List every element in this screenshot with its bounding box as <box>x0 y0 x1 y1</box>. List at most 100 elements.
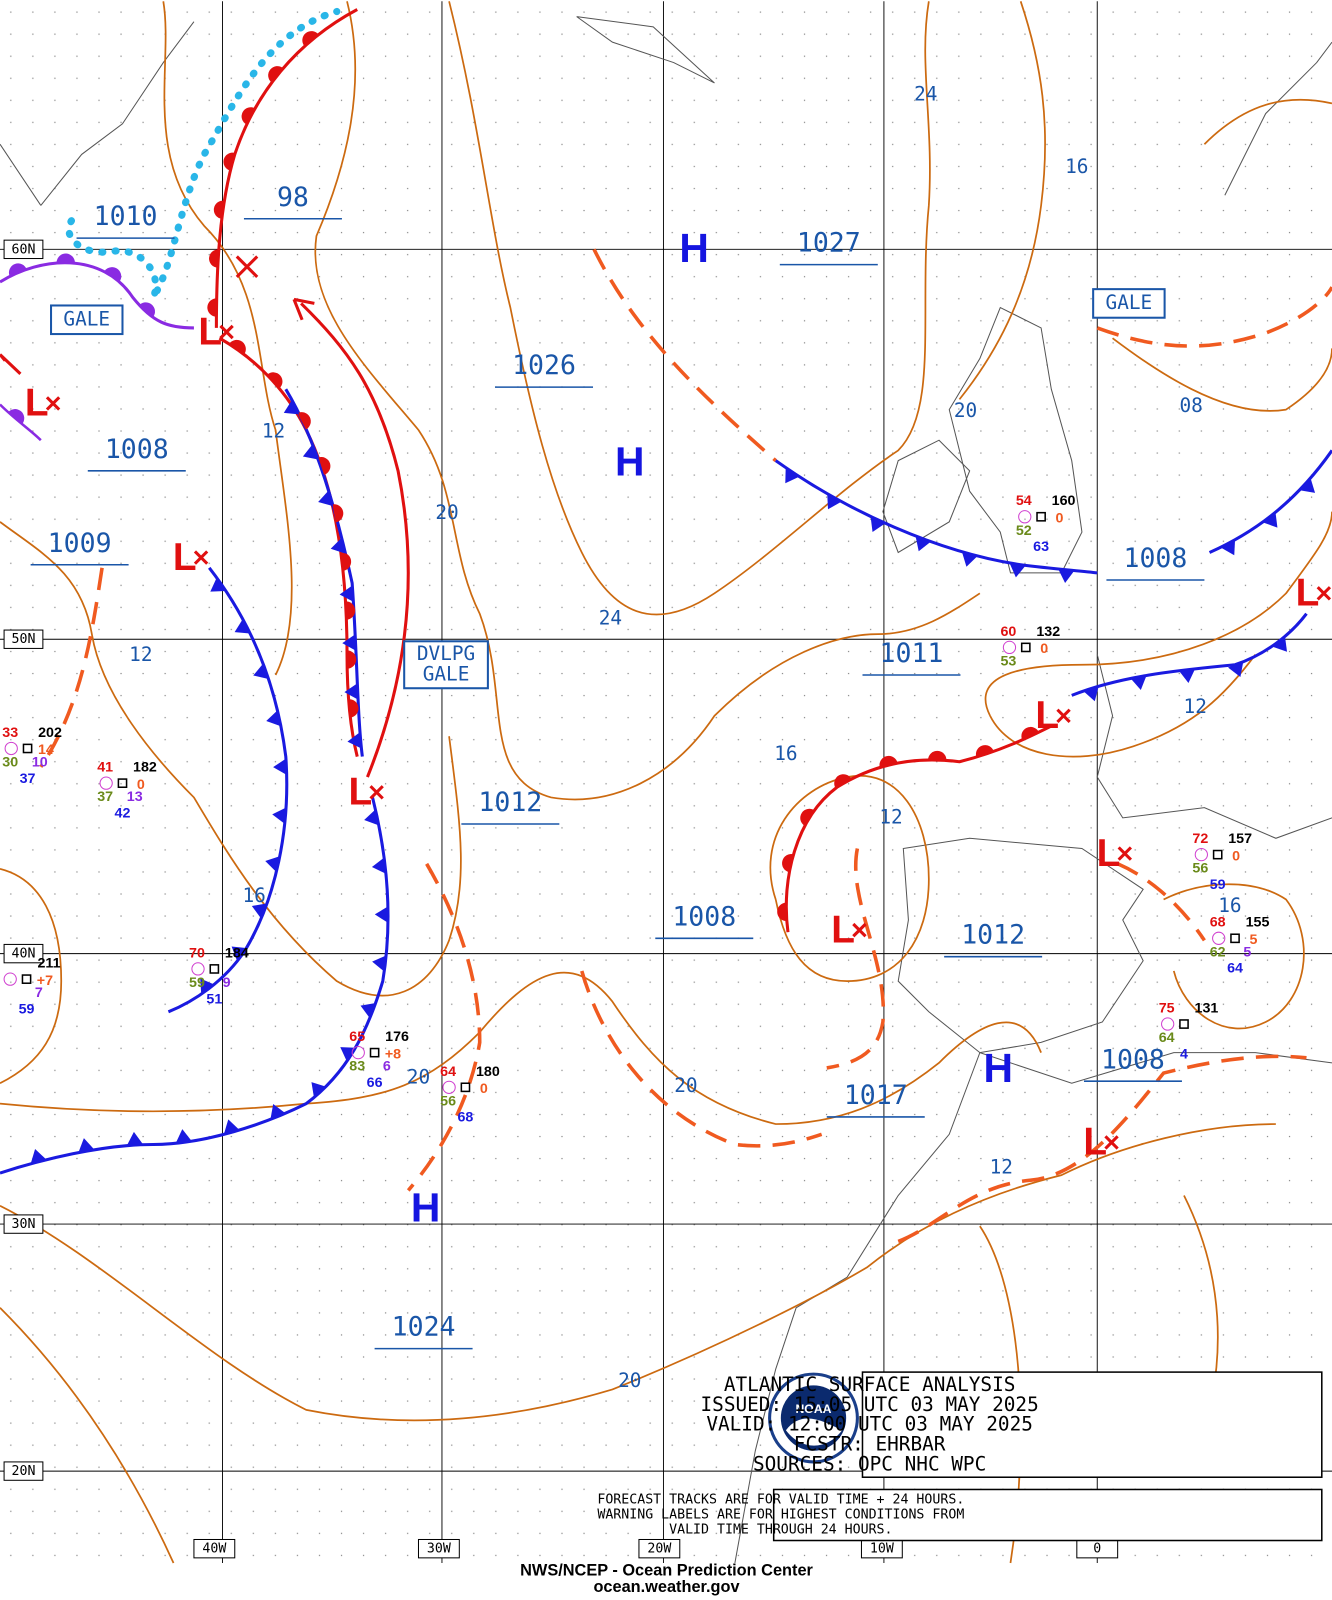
isobars <box>0 1 1332 1564</box>
info-line: VALID: 12:00 UTC 03 MAY 2025 <box>706 1413 1033 1436</box>
warning-label: GALE <box>63 307 110 330</box>
warm-semicircle <box>268 66 284 83</box>
cold-triangle <box>372 955 387 972</box>
front-symbol <box>270 1103 286 1120</box>
front-symbol <box>223 1119 240 1135</box>
low-center: L <box>198 310 222 353</box>
pressure-label: 1024 <box>392 1312 456 1343</box>
front-symbol <box>371 857 386 874</box>
station-marker <box>1036 511 1046 522</box>
station-temp: 70 <box>189 945 205 961</box>
low-center: L <box>1035 694 1059 737</box>
cold-triangle <box>234 618 251 634</box>
front-symbol <box>346 650 357 669</box>
cold-triangle <box>175 1129 192 1144</box>
station-tend: +7 <box>37 973 53 989</box>
cold-triangle <box>374 906 389 923</box>
low-x <box>1056 708 1071 723</box>
isobar-label: 20 <box>954 399 977 422</box>
station-wave: 9 <box>223 975 231 991</box>
lat-label: 60N <box>12 242 36 257</box>
station-dew: 53 <box>1001 653 1017 669</box>
station-vis: 68 <box>457 1110 473 1126</box>
station-vis: 66 <box>367 1075 383 1091</box>
front-symbol <box>1220 539 1236 556</box>
station-wave: 10 <box>32 755 48 771</box>
front-symbol <box>800 808 815 826</box>
warning-label: DVLPG <box>417 642 475 665</box>
front-symbol <box>138 302 155 318</box>
cold-triangle <box>265 856 281 873</box>
isobar-label: 16 <box>1218 894 1241 917</box>
pressure-label: 1011 <box>880 638 944 669</box>
front-symbol <box>200 978 215 995</box>
station-dew: 52 <box>1016 523 1032 539</box>
low-center: L <box>1083 1121 1107 1164</box>
warning-label: GALE <box>423 662 470 685</box>
front-symbol <box>1009 563 1026 578</box>
cold-triangle <box>870 516 886 532</box>
pressure-label: 1008 <box>1123 543 1187 574</box>
front-symbol <box>234 618 251 634</box>
cold-triangle <box>785 467 800 484</box>
station-wave <box>442 1080 456 1094</box>
station-tend: 5 <box>1249 932 1257 948</box>
station-marker <box>117 778 128 789</box>
troughs <box>39 248 1332 1244</box>
front-symbol <box>1272 636 1288 652</box>
warm-semicircle <box>229 339 246 355</box>
isobar-label: 24 <box>914 83 937 106</box>
cold-triangle <box>827 493 842 510</box>
lon-label: 20W <box>647 1542 671 1557</box>
lon-label: 10W <box>870 1542 894 1557</box>
station-wave <box>1194 847 1208 862</box>
station-wave <box>1161 1017 1175 1031</box>
warning-box <box>50 304 124 336</box>
front-symbol <box>777 902 787 922</box>
cold-triangle <box>961 551 978 567</box>
station-tend: +8 <box>385 1046 401 1062</box>
warm-semicircle <box>975 745 994 758</box>
warm-semicircle <box>318 456 331 475</box>
front-symbol <box>8 409 25 425</box>
lon-label: 40W <box>202 1542 226 1557</box>
station-dew: 64 <box>1159 1030 1175 1046</box>
low-x <box>1104 1135 1119 1150</box>
station-id: 155 <box>1246 915 1270 931</box>
cold-triangle <box>200 978 215 995</box>
front-symbol <box>1083 686 1099 702</box>
front-symbol <box>332 504 344 523</box>
station-vis: 59 <box>1210 877 1226 893</box>
low-x <box>369 785 384 800</box>
front-symbol <box>318 490 334 507</box>
warm-semicircle <box>241 107 256 125</box>
lon-label: 0 <box>1093 1542 1101 1557</box>
low-x <box>193 550 209 565</box>
low-x <box>1316 586 1332 601</box>
note-line: FORECAST TRACKS ARE FOR VALID TIME + 24 … <box>597 1493 964 1508</box>
low-x <box>219 324 234 340</box>
warm-semicircle <box>297 412 311 430</box>
station-marker <box>460 1082 471 1093</box>
station-temp: 75 <box>1159 1000 1175 1016</box>
station-temp: 33 <box>2 725 18 741</box>
station-dew: 59 <box>189 975 205 991</box>
front-symbol <box>870 516 886 532</box>
front-symbol <box>265 856 281 873</box>
warm-semicircle <box>782 854 794 873</box>
station-tend: 14 <box>38 742 54 758</box>
high-center: H <box>411 1185 440 1231</box>
front-symbol <box>229 339 246 355</box>
cold-triangle <box>1220 539 1236 556</box>
cold-triangle <box>253 663 269 679</box>
station-marker <box>21 974 32 984</box>
warm-semicircle <box>777 902 787 922</box>
front-symbol <box>267 372 283 389</box>
front-symbol <box>782 854 794 873</box>
front-symbol <box>241 107 256 125</box>
front-symbol <box>827 493 842 510</box>
station-temp: 68 <box>1210 915 1226 931</box>
station-wave <box>1212 931 1226 945</box>
front-symbol <box>175 1129 192 1144</box>
isobar-label: 20 <box>618 1369 641 1392</box>
